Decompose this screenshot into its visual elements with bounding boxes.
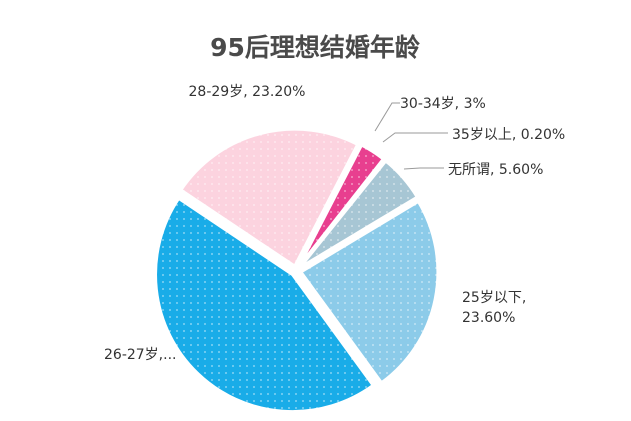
slice-label: 26-27岁,... xyxy=(104,347,176,363)
slice-label-line: 26-27岁,... xyxy=(104,347,176,363)
pie-slice-texture xyxy=(299,161,418,268)
slice-label-line: 23.60% xyxy=(462,310,515,326)
slice-label-line: 28-29岁, 23.20% xyxy=(189,84,306,100)
leader-line xyxy=(374,102,400,132)
slice-label: 35岁以上, 0.20% xyxy=(452,127,565,143)
pie-slices xyxy=(154,127,440,414)
leader-line xyxy=(382,132,448,143)
leader-line xyxy=(403,167,444,170)
pie-slice-texture xyxy=(298,145,384,267)
slice-label-line: 25岁以下, xyxy=(462,290,526,306)
pie-slice-texture xyxy=(180,129,358,267)
leader-lines xyxy=(374,102,448,170)
slice-label: 28-29岁, 23.20% xyxy=(189,84,306,100)
pie-slice-texture xyxy=(155,198,374,412)
slice-label: 25岁以下, 23.60% xyxy=(462,290,526,326)
slice-label-line: 30-34岁, 3% xyxy=(400,96,486,112)
slice-label-line: 无所谓, 5.60% xyxy=(448,162,543,178)
slice-labels: 25岁以下, 23.60% 26-27岁,... 28-29岁, 23.20% 30-3… xyxy=(104,84,565,363)
chart-title: 95后理想结婚年龄 xyxy=(210,33,421,62)
slice-label: 30-34岁, 3% xyxy=(400,96,486,112)
pie-slice-texture xyxy=(300,201,438,383)
slice-label: 无所谓, 5.60% xyxy=(448,162,543,178)
slice-label-line: 35岁以上, 0.20% xyxy=(452,127,565,143)
